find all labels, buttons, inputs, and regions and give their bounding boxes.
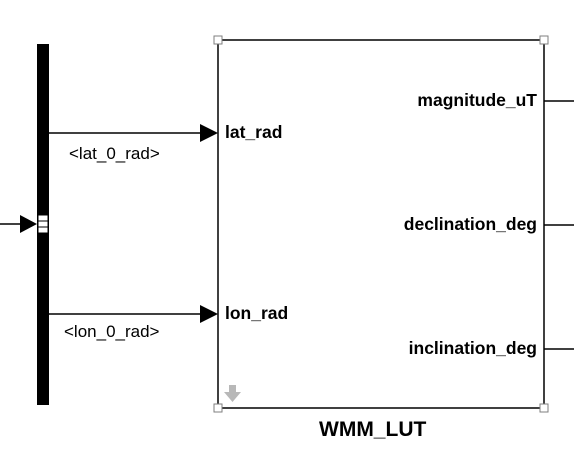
bus-input-arrow: [20, 215, 37, 233]
input-port-lon-rad: lon_rad: [225, 303, 289, 323]
bus-signal-label-lat: <lat_0_rad>: [69, 144, 160, 163]
output-port-magnitude-ut: magnitude_uT: [417, 90, 537, 110]
block-name-label[interactable]: WMM_LUT: [319, 418, 427, 441]
input-arrow-lon: [200, 305, 218, 323]
wmm-lut-block[interactable]: [217, 39, 545, 409]
input-arrow-lat: [200, 124, 218, 142]
bus-signal-label-lon: <lon_0_rad>: [64, 322, 160, 341]
resize-handle-top-right[interactable]: [539, 35, 549, 45]
resize-handle-bottom-left[interactable]: [213, 403, 223, 413]
look-under-mask-icon[interactable]: [224, 385, 241, 402]
resize-handle-top-left[interactable]: [213, 35, 223, 45]
resize-handle-bottom-right[interactable]: [539, 403, 549, 413]
output-port-inclination-deg: inclination_deg: [408, 338, 537, 358]
output-port-declination-deg: declination_deg: [403, 214, 537, 234]
bus-selector-port-marker: [37, 214, 49, 234]
input-port-lat-rad: lat_rad: [225, 122, 283, 142]
